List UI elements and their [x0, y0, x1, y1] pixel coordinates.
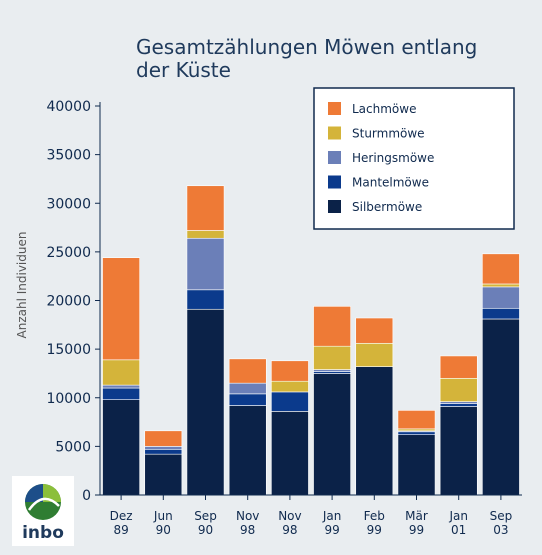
inbo-logo: inbo	[12, 476, 74, 546]
bar-segment	[228, 405, 267, 496]
x-axis: Dez89Jun90Sep90Nov98Nov98Jan99Feb99Mär99…	[110, 495, 513, 537]
bar-segment	[397, 434, 436, 496]
bar-segment	[102, 257, 140, 361]
legend-swatch	[328, 126, 341, 140]
y-tick-label: 15000	[46, 342, 91, 358]
x-tick-label: Feb	[364, 509, 385, 523]
bar-segment	[439, 406, 478, 496]
x-tick-label: 98	[282, 523, 297, 537]
chart-title-line-2: der Küste	[136, 58, 231, 82]
y-tick-label: 10000	[46, 391, 91, 407]
bar-segment	[144, 446, 183, 450]
x-tick-label: 89	[113, 523, 128, 537]
legend-label: Heringsmöwe	[352, 151, 434, 165]
bar-segment	[102, 384, 140, 389]
x-tick-label: Mär	[405, 509, 428, 523]
bars	[102, 185, 520, 496]
legend: Lachmöwe Sturmmöwe Heringsmöwe Mantelmöwe Si…	[313, 87, 515, 230]
legend-label: Silbermöwe	[352, 200, 422, 214]
bar-segment	[439, 355, 478, 379]
bar-segment	[482, 253, 520, 285]
legend-swatch	[328, 200, 341, 213]
x-tick-label: 99	[324, 523, 339, 537]
bar-segment	[355, 317, 394, 344]
y-axis-title: Anzahl Individuen	[15, 232, 29, 339]
x-tick-label: Jun	[153, 509, 173, 523]
bar-segment	[144, 448, 183, 455]
chart-title-line-1: Gesamtzählungen Möwen entlang	[136, 35, 477, 59]
y-tick-label: 40000	[46, 99, 91, 115]
chart-title: Gesamtzählungen Möwen entlang der Küste	[136, 35, 477, 82]
x-tick-label: 98	[240, 523, 255, 537]
bar-segment	[228, 358, 267, 384]
y-tick-label: 5000	[55, 439, 91, 455]
bar-segment	[144, 430, 183, 447]
legend-label: Sturmmöwe	[352, 127, 425, 141]
bar-segment	[271, 411, 309, 496]
logo-text: inbo	[22, 523, 64, 543]
legend-swatch	[328, 102, 341, 115]
bar-segment	[271, 391, 309, 412]
x-tick-label: Dez	[110, 509, 133, 523]
bar-segment	[397, 431, 436, 436]
bar-segment	[186, 230, 225, 239]
y-tick-label: 20000	[46, 294, 91, 310]
bar-segment	[482, 318, 520, 496]
y-tick-label: 30000	[46, 196, 91, 212]
legend-box	[313, 87, 515, 230]
bar-segment	[186, 237, 225, 291]
logo-globe-icon	[25, 484, 61, 520]
bar-segment	[313, 373, 351, 496]
x-tick-label: 90	[156, 523, 171, 537]
legend-label: Mantelmöwe	[352, 176, 429, 190]
bar-segment	[271, 360, 309, 382]
bar-segment	[313, 345, 351, 370]
x-tick-label: Sep	[194, 509, 217, 523]
x-tick-label: Sep	[490, 509, 513, 523]
bar-segment	[186, 308, 225, 496]
bar-segment	[102, 359, 140, 386]
bar-segment	[439, 403, 478, 407]
x-tick-label: 03	[493, 523, 508, 537]
bar-segment	[228, 393, 267, 406]
y-tick-label: 0	[82, 488, 91, 504]
bar-segment	[313, 306, 351, 347]
x-tick-label: Nov	[278, 509, 301, 523]
x-tick-label: Jan	[448, 509, 468, 523]
y-tick-label: 25000	[46, 245, 91, 261]
bar-segment	[144, 453, 183, 496]
x-tick-label: 99	[409, 523, 424, 537]
x-tick-label: 99	[367, 523, 382, 537]
y-tick-label: 35000	[46, 148, 91, 164]
bar-segment	[482, 286, 520, 309]
bar-segment	[186, 289, 225, 310]
bar-segment	[439, 377, 478, 402]
bar-segment	[228, 382, 267, 395]
bar-segment	[482, 283, 520, 288]
legend-swatch	[328, 151, 341, 164]
bar-segment	[482, 307, 520, 320]
bar-segment	[355, 366, 394, 496]
legend-label: Lachmöwe	[352, 102, 416, 116]
bar-segment	[271, 380, 309, 393]
bar-segment	[102, 399, 140, 496]
x-tick-label: 01	[451, 523, 466, 537]
bar-segment	[397, 410, 436, 430]
y-axis: 0 5000 10000 15000 20000 25000 30000 35000 40000	[46, 99, 100, 504]
legend-swatch	[328, 175, 341, 189]
bar-segment	[186, 185, 225, 231]
bar-segment	[102, 387, 140, 400]
x-tick-label: 90	[198, 523, 213, 537]
bar-segment	[355, 342, 394, 367]
x-tick-label: Nov	[236, 509, 259, 523]
x-tick-label: Jan	[322, 509, 342, 523]
